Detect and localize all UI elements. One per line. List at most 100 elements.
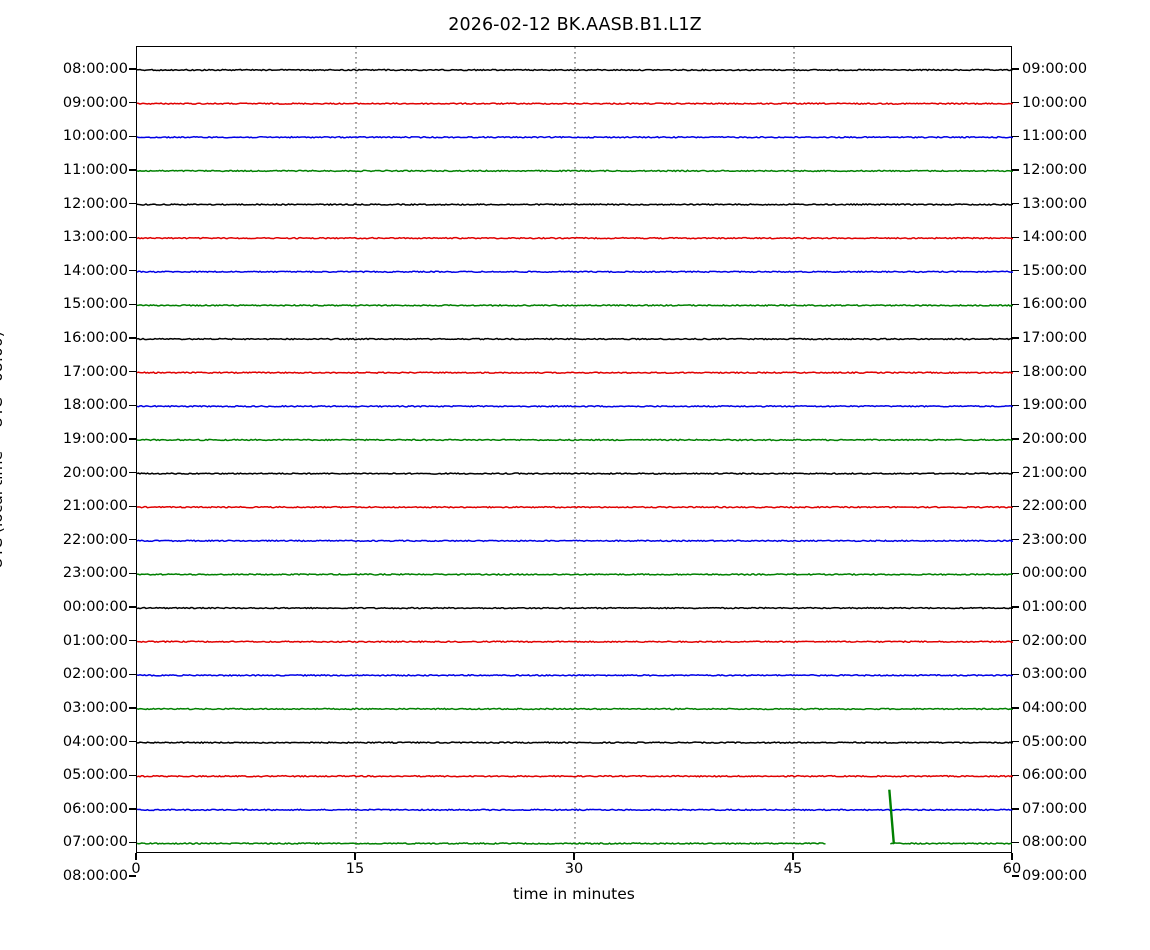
y-tick-label-left-23: 07:00:00 xyxy=(62,834,128,851)
trace-row-17-seg-0 xyxy=(137,640,1013,644)
x-axis-label: time in minutes xyxy=(513,885,635,903)
x-tick-mark-0 xyxy=(135,853,137,860)
trace-anomaly-spike-row-23 xyxy=(888,789,896,844)
y-tick-label-right-5: 14:00:00 xyxy=(1022,229,1088,246)
x-tick-label-3: 45 xyxy=(783,861,803,877)
y-tick-mark-left-11 xyxy=(129,438,136,440)
y-tick-mark-left-24 xyxy=(129,875,136,877)
y-tick-mark-right-3 xyxy=(1012,169,1019,171)
y-tick-label-right-22: 07:00:00 xyxy=(1022,800,1088,817)
y-tick-mark-left-4 xyxy=(129,202,136,205)
plot-area xyxy=(136,46,1013,854)
trace-row-7-seg-0 xyxy=(137,303,1013,307)
y-tick-mark-left-22 xyxy=(129,808,136,810)
y-tick-mark-left-9 xyxy=(129,371,136,373)
y-tick-mark-right-18 xyxy=(1012,673,1019,675)
y-tick-mark-left-10 xyxy=(129,404,136,406)
y-tick-mark-left-0 xyxy=(129,68,136,70)
y-tick-label-right-8: 17:00:00 xyxy=(1022,330,1088,347)
y-tick-mark-left-12 xyxy=(129,471,136,474)
y-tick-mark-left-1 xyxy=(129,101,136,104)
trace-row-18-seg-0 xyxy=(137,673,1013,677)
x-tick-mark-3 xyxy=(792,853,794,860)
trace-row-5-seg-0 xyxy=(137,236,1013,240)
y-tick-mark-right-10 xyxy=(1012,404,1019,406)
y-tick-label-right-2: 11:00:00 xyxy=(1022,128,1088,145)
trace-row-0-seg-0 xyxy=(137,68,1013,72)
y-tick-label-left-21: 05:00:00 xyxy=(62,767,128,784)
y-tick-mark-left-20 xyxy=(129,740,136,743)
trace-row-21-seg-0 xyxy=(137,774,1013,778)
y-tick-label-left-7: 15:00:00 xyxy=(62,296,128,313)
y-tick-mark-left-2 xyxy=(129,135,136,137)
y-tick-mark-right-24 xyxy=(1012,875,1019,877)
y-tick-label-right-10: 19:00:00 xyxy=(1022,397,1088,414)
y-tick-label-right-11: 20:00:00 xyxy=(1022,430,1088,447)
y-tick-label-right-4: 13:00:00 xyxy=(1022,195,1088,212)
x-tick-label-0: 0 xyxy=(131,861,141,877)
y-tick-label-left-5: 13:00:00 xyxy=(62,229,128,246)
x-tick-label-2: 30 xyxy=(564,861,584,877)
y-tick-label-right-14: 23:00:00 xyxy=(1022,531,1088,548)
y-tick-mark-right-22 xyxy=(1012,808,1019,810)
y-tick-label-left-20: 04:00:00 xyxy=(62,733,128,750)
y-tick-mark-right-23 xyxy=(1012,841,1019,844)
y-tick-mark-right-6 xyxy=(1012,270,1019,272)
y-tick-mark-right-17 xyxy=(1012,640,1019,642)
y-tick-label-right-0: 09:00:00 xyxy=(1022,61,1088,77)
trace-row-4-seg-0 xyxy=(137,203,1013,206)
y-tick-mark-left-3 xyxy=(129,169,136,171)
y-tick-mark-right-20 xyxy=(1012,740,1019,743)
y-tick-label-left-13: 21:00:00 xyxy=(62,498,128,515)
y-tick-mark-left-15 xyxy=(129,572,136,575)
trace-canvas xyxy=(137,47,1013,854)
trace-row-15-seg-0 xyxy=(137,572,1013,576)
trace-row-2-seg-0 xyxy=(137,135,1013,139)
y-axis-label: UTC (local time = UTC - 08:00) xyxy=(0,331,6,569)
y-tick-mark-right-2 xyxy=(1012,135,1019,137)
y-tick-mark-right-19 xyxy=(1012,707,1019,709)
y-tick-label-right-7: 16:00:00 xyxy=(1022,296,1088,313)
y-tick-mark-left-7 xyxy=(129,303,136,306)
chart-title: 2026-02-12 BK.AASB.B1.L1Z xyxy=(448,15,702,35)
y-tick-label-left-1: 09:00:00 xyxy=(62,94,128,111)
y-tick-label-right-6: 15:00:00 xyxy=(1022,262,1088,279)
y-tick-label-right-3: 12:00:00 xyxy=(1022,161,1088,178)
y-tick-label-left-14: 22:00:00 xyxy=(62,531,128,548)
y-tick-mark-left-16 xyxy=(129,606,136,608)
y-tick-mark-right-1 xyxy=(1012,101,1019,104)
trace-row-1-seg-0 xyxy=(137,102,1013,106)
trace-row-11-seg-0 xyxy=(137,438,1013,442)
y-tick-mark-right-15 xyxy=(1012,572,1019,575)
y-tick-label-left-3: 11:00:00 xyxy=(62,161,128,178)
trace-row-23-seg-0 xyxy=(137,842,826,845)
y-tick-label-right-17: 02:00:00 xyxy=(1022,632,1088,649)
y-tick-label-left-22: 06:00:00 xyxy=(62,800,128,817)
y-tick-label-right-23: 08:00:00 xyxy=(1022,834,1088,851)
y-tick-label-left-8: 16:00:00 xyxy=(62,330,128,347)
y-tick-mark-right-16 xyxy=(1012,606,1019,608)
y-tick-label-left-10: 18:00:00 xyxy=(62,397,128,414)
y-tick-label-left-6: 14:00:00 xyxy=(62,262,128,279)
trace-row-12-seg-0 xyxy=(137,472,1013,475)
trace-row-6-seg-0 xyxy=(137,270,1013,274)
y-tick-mark-left-5 xyxy=(129,236,136,238)
y-tick-label-left-16: 00:00:00 xyxy=(62,599,128,616)
y-tick-mark-right-13 xyxy=(1012,505,1019,507)
trace-row-3-seg-0 xyxy=(137,169,1013,173)
y-tick-mark-right-12 xyxy=(1012,471,1019,474)
y-tick-mark-left-6 xyxy=(129,270,136,272)
y-tick-label-left-4: 12:00:00 xyxy=(62,195,128,212)
y-tick-mark-left-14 xyxy=(129,539,136,541)
y-tick-label-right-21: 06:00:00 xyxy=(1022,767,1088,784)
y-tick-label-right-13: 22:00:00 xyxy=(1022,498,1088,515)
y-tick-label-left-18: 02:00:00 xyxy=(62,666,128,683)
y-tick-mark-left-19 xyxy=(129,707,136,709)
y-tick-label-left-2: 10:00:00 xyxy=(62,128,128,145)
trace-row-22-seg-0 xyxy=(137,808,1013,812)
x-tick-mark-1 xyxy=(354,853,356,860)
y-tick-label-left-9: 17:00:00 xyxy=(62,363,128,380)
y-tick-mark-right-4 xyxy=(1012,202,1019,205)
y-tick-mark-right-9 xyxy=(1012,371,1019,373)
